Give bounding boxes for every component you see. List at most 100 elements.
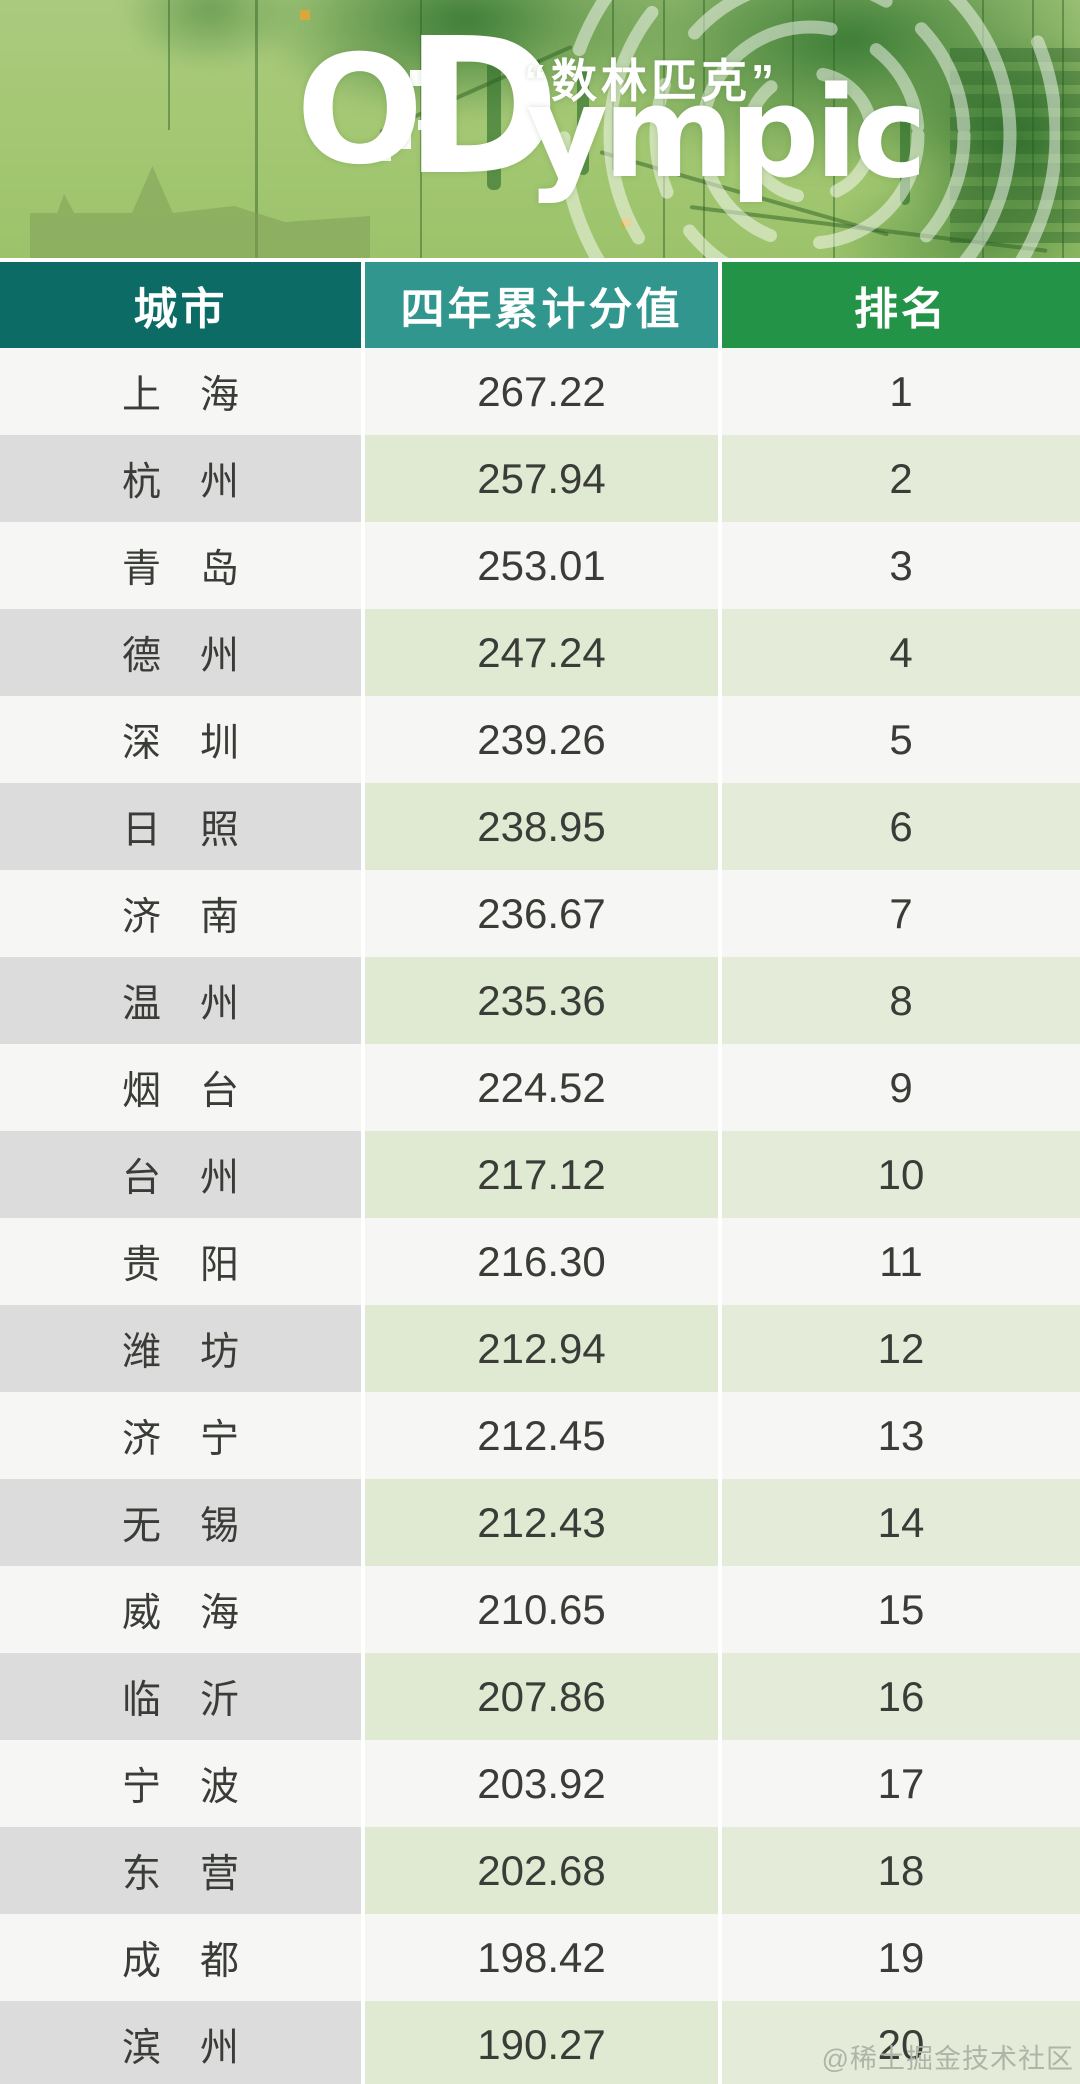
table-row: 无 锡 212.43 14 [0, 1479, 1080, 1566]
city-cell: 滨 州 [0, 2001, 361, 2084]
pixel-accent [622, 218, 631, 227]
score-cell: 207.86 [365, 1653, 718, 1740]
score-cell: 212.45 [365, 1392, 718, 1479]
city-cell: 台 州 [0, 1131, 361, 1218]
rank-cell: 9 [722, 1044, 1080, 1131]
city-cell: 青 岛 [0, 522, 361, 609]
table-row: 杭 州 257.94 2 [0, 435, 1080, 522]
city-cell: 无 锡 [0, 1479, 361, 1566]
table-row: 济 南 236.67 7 [0, 870, 1080, 957]
table-header-row: 城市 四年累计分值 排名 [0, 262, 1080, 348]
table-row: 烟 台 224.52 9 [0, 1044, 1080, 1131]
column-header-city: 城市 [0, 262, 361, 348]
banner: O D ympic “数林匹克” [0, 0, 1080, 258]
score-cell: 212.43 [365, 1479, 718, 1566]
table-row: 潍 坊 212.94 12 [0, 1305, 1080, 1392]
table-row: 临 沂 207.86 16 [0, 1653, 1080, 1740]
pixel-decoration [398, 104, 410, 116]
score-cell: 239.26 [365, 696, 718, 783]
vine-decoration [532, 60, 540, 135]
building-silhouette [950, 48, 1080, 243]
pixel-decoration [396, 134, 411, 149]
city-cell: 成 都 [0, 1914, 361, 2001]
rank-cell: 6 [722, 783, 1080, 870]
table-row: 温 州 235.36 8 [0, 957, 1080, 1044]
circuit-line-decoration [168, 0, 170, 130]
rank-cell: 5 [722, 696, 1080, 783]
rank-cell: 3 [722, 522, 1080, 609]
pixel-decoration [382, 152, 391, 161]
rank-cell: 19 [722, 1914, 1080, 2001]
pixel-decoration [418, 120, 428, 130]
column-header-score: 四年累计分值 [365, 262, 718, 348]
city-cell: 日 照 [0, 783, 361, 870]
circuit-line-decoration [792, 0, 794, 150]
rank-cell: 2 [722, 435, 1080, 522]
pixel-accent [300, 10, 310, 20]
city-cell: 济 南 [0, 870, 361, 957]
city-cell: 潍 坊 [0, 1305, 361, 1392]
pixel-decoration [432, 86, 454, 108]
rank-cell: 4 [722, 609, 1080, 696]
circuit-line-decoration [1062, 0, 1064, 258]
logo-tagline: “数林匹克” [524, 55, 778, 107]
city-cell: 烟 台 [0, 1044, 361, 1131]
score-cell: 247.24 [365, 609, 718, 696]
score-cell: 203.92 [365, 1740, 718, 1827]
circuit-line-decoration [255, 0, 258, 258]
rank-cell: 17 [722, 1740, 1080, 1827]
score-cell: 238.95 [365, 783, 718, 870]
circuit-line-decoration [663, 0, 665, 258]
rank-cell: 16 [722, 1653, 1080, 1740]
rank-cell: 8 [722, 957, 1080, 1044]
city-cell: 宁 波 [0, 1740, 361, 1827]
city-cell: 临 沂 [0, 1653, 361, 1740]
score-cell: 236.67 [365, 870, 718, 957]
logo-letter-d: D [404, 0, 560, 217]
score-cell: 202.68 [365, 1827, 718, 1914]
vine-decoration [487, 65, 501, 190]
table-row: 东 营 202.68 18 [0, 1827, 1080, 1914]
score-cell: 257.94 [365, 435, 718, 522]
rank-cell: 14 [722, 1479, 1080, 1566]
circuit-line-decoration [1032, 0, 1034, 210]
city-cell: 威 海 [0, 1566, 361, 1653]
circuit-line-decoration [703, 0, 705, 258]
table-row: 贵 阳 216.30 11 [0, 1218, 1080, 1305]
rank-cell: 10 [722, 1131, 1080, 1218]
table-row: 上 海 267.22 1 [0, 348, 1080, 435]
rank-cell: 20 [722, 2001, 1080, 2084]
score-cell: 190.27 [365, 2001, 718, 2084]
column-header-rank: 排名 [722, 262, 1080, 348]
rank-cell: 18 [722, 1827, 1080, 1914]
circuit-line-decoration [612, 0, 614, 170]
score-cell: 217.12 [365, 1131, 718, 1218]
table-row: 深 圳 239.26 5 [0, 696, 1080, 783]
city-cell: 济 宁 [0, 1392, 361, 1479]
logo-letter-o: O [296, 24, 423, 198]
city-cell: 上 海 [0, 348, 361, 435]
city-cell: 德 州 [0, 609, 361, 696]
score-cell: 253.01 [365, 522, 718, 609]
city-cell: 深 圳 [0, 696, 361, 783]
table-row: 滨 州 190.27 20 [0, 2001, 1080, 2084]
table-row: 宁 波 203.92 17 [0, 1740, 1080, 1827]
pixel-decoration [410, 70, 426, 86]
score-cell: 210.65 [365, 1566, 718, 1653]
score-cell: 235.36 [365, 957, 718, 1044]
watermark: @稀土掘金技术社区 [821, 2044, 1074, 2074]
score-cell: 224.52 [365, 1044, 718, 1131]
city-cell: 贵 阳 [0, 1218, 361, 1305]
rank-cell: 11 [722, 1218, 1080, 1305]
city-cell: 东 营 [0, 1827, 361, 1914]
concentric-rings-decoration [560, 0, 1060, 258]
rank-cell: 13 [722, 1392, 1080, 1479]
rank-cell: 1 [722, 348, 1080, 435]
table-row: 济 宁 212.45 13 [0, 1392, 1080, 1479]
vine-decoration [900, 115, 910, 205]
score-cell: 216.30 [365, 1218, 718, 1305]
rank-cell: 15 [722, 1566, 1080, 1653]
vine-decoration [577, 70, 589, 175]
table-row: 日 照 238.95 6 [0, 783, 1080, 870]
